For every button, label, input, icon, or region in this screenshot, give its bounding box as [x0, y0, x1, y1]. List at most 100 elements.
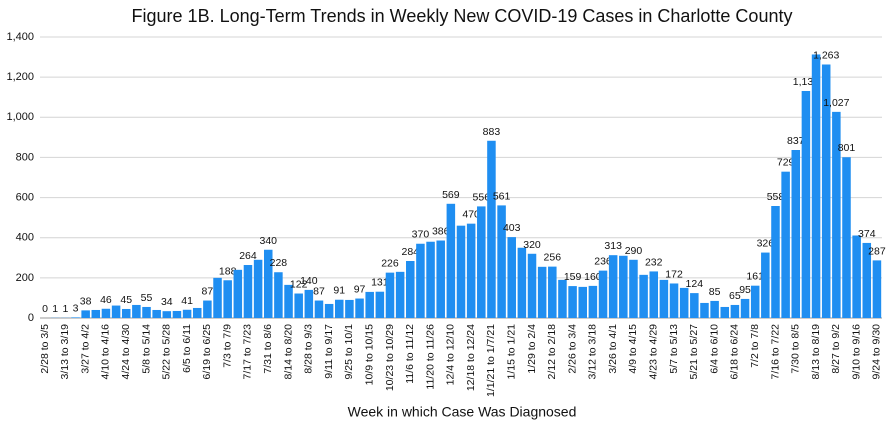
bar [527, 253, 537, 318]
value-label: 1,263 [813, 49, 839, 61]
value-label: 370 [412, 229, 430, 241]
bar [801, 90, 811, 318]
bar [487, 140, 496, 318]
bar [598, 270, 608, 318]
value-label: 172 [665, 268, 683, 280]
x-tick-label: 3/12 to 3/18 [587, 324, 599, 380]
value-label: 374 [858, 228, 876, 240]
bar [223, 280, 232, 318]
bar [132, 304, 141, 318]
bar [456, 225, 466, 318]
value-label: 188 [219, 265, 237, 277]
value-label: 97 [354, 284, 366, 296]
bar [426, 241, 435, 318]
bar [750, 285, 760, 318]
bar [548, 266, 557, 318]
x-tick-label: 2/26 to 3/4 [566, 324, 578, 374]
bar [700, 302, 709, 318]
x-tick-label: 11/20 to 11/26 [424, 324, 436, 390]
x-tick-label: 2/28 to 3/5 [39, 324, 51, 374]
x-tick-label: 6/5 to 6/11 [181, 324, 193, 373]
value-label: 3 [73, 302, 79, 314]
bar [91, 309, 101, 318]
value-label: 91 [333, 285, 345, 297]
value-label: 1 [62, 303, 68, 315]
bar [355, 298, 364, 318]
x-tick-label: 8/14 to 8/20 [282, 324, 294, 380]
value-label: 38 [80, 295, 92, 307]
bar [101, 308, 111, 318]
bar [203, 300, 212, 318]
bar [263, 249, 273, 318]
bar [669, 283, 679, 318]
bar [619, 255, 628, 318]
value-label: 0 [42, 303, 48, 315]
bar [832, 111, 841, 319]
y-tick-label: 400 [16, 232, 34, 244]
x-tick-label: 3/27 to 4/2 [79, 324, 91, 374]
x-tick-label: 9/25 to 10/1 [343, 324, 355, 380]
x-tick-label: 3/26 to 4/1 [607, 324, 619, 374]
bar [172, 310, 182, 318]
bar [111, 305, 121, 318]
bar [862, 242, 872, 318]
bar [182, 309, 192, 318]
bar [314, 300, 324, 318]
bar [192, 307, 202, 318]
bar [578, 286, 587, 318]
value-label: 883 [483, 126, 501, 138]
x-tick-label: 7/16 to 7/22 [769, 324, 781, 380]
x-tick-label: 2/12 to 2/18 [546, 324, 558, 380]
bar [507, 237, 516, 318]
x-tick-label: 10/23 to 10/29 [384, 324, 396, 391]
bar [345, 299, 354, 318]
x-tick-label: 7/31 to 8/6 [262, 324, 274, 374]
bar [71, 317, 80, 318]
bar [213, 277, 222, 318]
value-label: 801 [838, 142, 856, 154]
x-tick-label: 4/9 to 4/15 [627, 324, 639, 374]
bar [771, 206, 780, 318]
value-label: 41 [181, 295, 193, 307]
bar [274, 272, 283, 318]
bar [659, 279, 669, 318]
x-tick-label: 8/13 to 8/19 [810, 324, 822, 380]
bar [852, 235, 861, 318]
x-tick-label: 10/9 to 10/15 [363, 324, 375, 385]
x-tick-label: 1/1/21 to 1/7/21 [485, 324, 497, 397]
bar [842, 157, 851, 318]
value-label: 85 [709, 286, 721, 298]
value-label: 34 [161, 296, 173, 308]
value-label: 256 [544, 252, 562, 264]
x-tick-label: 8/27 to 9/2 [830, 324, 842, 374]
bar [690, 293, 699, 318]
value-label: 228 [270, 257, 288, 269]
bar [284, 284, 293, 318]
value-label: 569 [442, 189, 460, 201]
value-label: 236 [594, 256, 612, 268]
bar [142, 306, 151, 318]
x-axis-title: Week in which Case Was Diagnosed [348, 404, 577, 420]
x-tick-label: 6/4 to 6/10 [708, 324, 720, 374]
value-label: 313 [604, 240, 622, 252]
bar [243, 265, 253, 318]
bar [152, 309, 161, 318]
bar [395, 271, 405, 318]
bar [649, 271, 659, 318]
value-label: 264 [239, 250, 257, 262]
value-label: 284 [402, 246, 420, 258]
value-label: 556 [473, 191, 491, 203]
bar [304, 289, 314, 318]
x-tick-label: 9/10 to 9/16 [850, 324, 862, 380]
value-label: 1,027 [823, 97, 849, 109]
value-label: 320 [523, 239, 541, 251]
value-label: 65 [729, 290, 741, 302]
bar [416, 243, 425, 318]
value-label: 87 [202, 286, 214, 298]
value-label: 131 [371, 277, 389, 289]
x-tick-label: 1/15 to 1/21 [506, 324, 518, 380]
x-tick-label: 12/4 to 12/10 [445, 324, 457, 385]
value-label: 55 [141, 292, 153, 304]
bar [233, 269, 243, 318]
value-label: 470 [462, 209, 480, 221]
